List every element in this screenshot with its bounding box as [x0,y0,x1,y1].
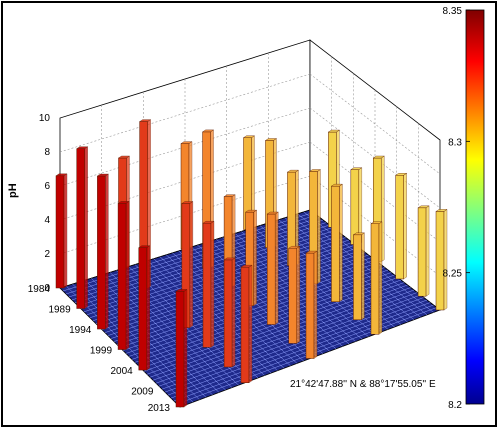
year-tick-label: 2009 [131,387,154,398]
colorbar-tick-label: 8.25 [443,269,463,280]
year-tick-label: 1984 [28,284,51,295]
bar [308,169,322,285]
year-tick-label: 1989 [48,305,71,316]
colorbar: 8.35 8.3 8.25 8.2 [443,6,485,411]
colorbar-tick-label: 8.3 [448,137,462,148]
bar [244,209,258,307]
year-tick-label: 2004 [111,366,134,377]
year-tick-label: 1999 [90,346,113,357]
bar [76,146,89,309]
year-tick-label: 1994 [69,325,92,336]
bar [138,245,151,371]
bar [435,209,448,311]
bar [288,245,301,344]
year-tick-label: 2013 [148,403,171,414]
colorbar-tick-label: 8.2 [448,400,462,411]
year-axis-ticks: 1984 1989 1994 1999 2004 2009 2013 [28,284,171,414]
bar [55,173,68,289]
z-tick-label: 2 [44,249,50,260]
z-tick-label: 4 [44,215,50,226]
bars-group [55,119,448,408]
z-tick-label: 6 [44,181,50,192]
bar [352,232,366,321]
z-tick-label: 0 [44,283,50,294]
bar [370,221,383,335]
bar [266,211,279,325]
bar [417,205,430,297]
coordinate-annotation: 21°42'47.88'' N & 88°17'55.05'' E [290,379,436,390]
bar [223,257,236,368]
z-tick-label: 10 [39,113,51,124]
bar [175,289,188,408]
bar [286,169,300,266]
colorbar-gradient [465,9,485,405]
z-axis-label: pH [7,183,19,198]
colorbar-tick-label: 8.35 [443,6,463,17]
z-axis-ticks: 0 2 4 6 8 10 [39,113,51,294]
z-tick-label: 8 [44,147,50,158]
bar [305,250,318,359]
bar [330,183,344,303]
bar [96,173,110,330]
bar [240,264,253,384]
bar [202,220,215,348]
bar [394,172,408,280]
bar [181,201,194,328]
bar [117,200,130,350]
